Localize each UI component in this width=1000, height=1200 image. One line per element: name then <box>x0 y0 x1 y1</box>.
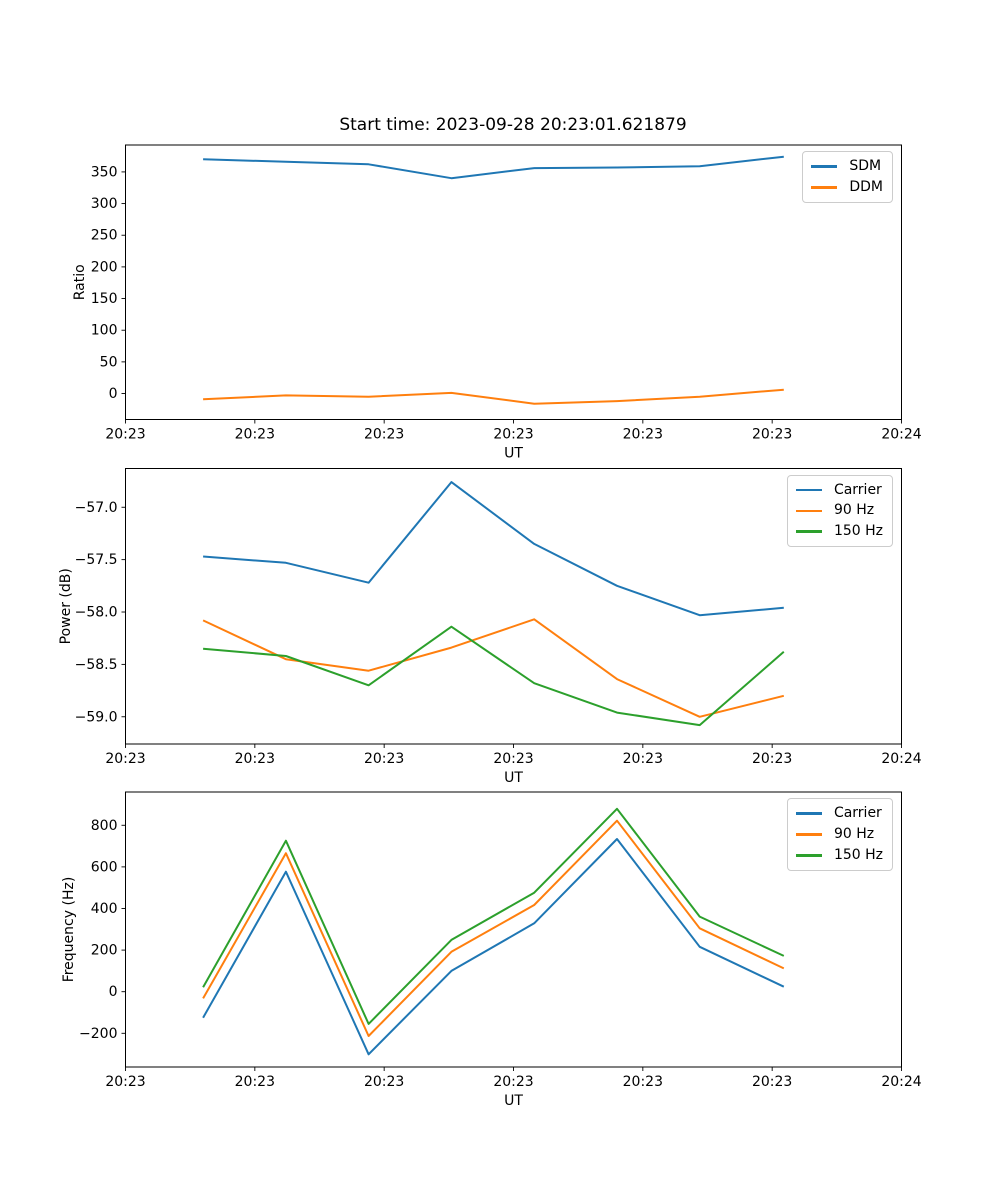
legend-label: Carrier <box>833 481 882 498</box>
legend-label: Carrier <box>833 805 882 821</box>
x-tick-label: 20:23 <box>235 427 275 443</box>
legend-line-sample <box>795 530 822 534</box>
y-tick-label: 400 <box>91 901 118 917</box>
legend-item-90-hz: 90 Hz <box>795 501 883 520</box>
figure-title: Start time: 2023-09-28 20:23:01.621879 <box>339 115 687 135</box>
x-tick-label: 20:23 <box>105 1074 145 1090</box>
y-tick-label: 600 <box>91 859 118 875</box>
x-tick-label: 20:23 <box>623 751 663 767</box>
axes-spines <box>125 791 902 1068</box>
legend-line-sample <box>795 853 822 857</box>
y-tick-label: −57.5 <box>75 552 118 568</box>
x-tick-label: 20:23 <box>623 427 663 443</box>
y-axis-label: Ratio <box>72 264 88 300</box>
legend-label: SDM <box>849 158 882 174</box>
x-tick-label: 20:23 <box>623 1074 663 1090</box>
y-tick-label: −58.5 <box>75 657 118 673</box>
axes-frequency-plot: 20:23 20:23 20:23 20:23 20:23 20:23 20:24 −200 0… <box>61 791 922 1109</box>
y-tick-label: 350 <box>91 164 118 180</box>
x-tick-label: 20:23 <box>752 1074 792 1090</box>
legend-frequency-plot: Carrier 90 Hz 150 Hz <box>786 798 893 871</box>
y-tick-label: 800 <box>91 818 118 834</box>
legend-line-sample <box>811 186 838 189</box>
series-line-90-hz <box>202 618 785 718</box>
x-tick-label: 20:23 <box>235 751 275 767</box>
series-line-150-hz <box>203 625 785 727</box>
axes-spines <box>125 144 902 420</box>
series-line-90-hz <box>202 819 785 1037</box>
x-tick-label: 20:23 <box>364 751 404 767</box>
y-tick-label: −57.0 <box>75 500 118 516</box>
x-tick-label: 20:23 <box>493 1074 533 1090</box>
y-tick-label: 150 <box>91 291 118 307</box>
x-tick-label: 20:23 <box>364 427 404 443</box>
legend-line-sample <box>811 165 838 168</box>
y-tick-label: −59.0 <box>75 709 118 725</box>
y-tick-label: 0 <box>109 386 118 402</box>
series-line-carrier <box>203 481 784 617</box>
y-tick-label: −200 <box>79 1026 117 1042</box>
series-line-carrier <box>202 838 785 1056</box>
x-axis-label: UT <box>504 770 523 786</box>
x-tick-label: 20:23 <box>752 427 792 443</box>
legend-ratio-plot: SDM DDM <box>802 151 893 203</box>
legend-item-150-hz: 150 Hz <box>795 522 883 541</box>
x-tick-label: 20:23 <box>235 1074 275 1090</box>
y-axis-label: Frequency (Hz) <box>61 877 77 983</box>
x-tick-label: 20:23 <box>493 751 533 767</box>
series-line-sdm <box>203 155 784 180</box>
y-tick-label: 100 <box>91 323 118 339</box>
legend-line-sample <box>795 833 822 836</box>
legend-label: 150 Hz <box>833 523 883 540</box>
x-axis-label: UT <box>504 1093 523 1109</box>
series-line-150-hz <box>202 807 785 1025</box>
legend-line-sample <box>795 812 822 815</box>
x-tick-label: 20:23 <box>105 427 145 443</box>
legend-label: 90 Hz <box>833 825 875 842</box>
legend-label: 150 Hz <box>833 846 883 863</box>
legend-label: 90 Hz <box>833 502 875 519</box>
x-tick-label: 20:24 <box>881 1074 921 1090</box>
y-tick-label: 300 <box>91 196 118 212</box>
legend-line-sample <box>795 509 822 513</box>
legend-item-ddm: DDM <box>811 178 883 197</box>
legend-item-carrier: Carrier <box>795 481 883 500</box>
legend-power-plot: Carrier 90 Hz 150 Hz <box>786 474 893 548</box>
x-axis-label: UT <box>504 446 523 462</box>
legend-item-90-hz: 90 Hz <box>795 825 883 844</box>
x-tick-label: 20:23 <box>493 427 533 443</box>
axes-ratio-plot: 20:23 20:23 20:23 20:23 20:23 20:23 20:24 0 50 10… <box>72 144 922 462</box>
axes-spines <box>125 468 902 745</box>
y-tick-label: 250 <box>91 228 118 244</box>
legend-item-150-hz: 150 Hz <box>795 846 883 865</box>
x-tick-label: 20:23 <box>752 751 792 767</box>
y-tick-label: 200 <box>91 943 118 959</box>
legend-item-carrier: Carrier <box>795 804 883 823</box>
legend-line-sample <box>795 488 822 492</box>
x-tick-label: 20:23 <box>105 751 145 767</box>
y-tick-label: 200 <box>91 259 118 275</box>
axes-power-plot: 20:23 20:23 20:23 20:23 20:23 20:23 20:24 −59.0… <box>58 468 922 786</box>
y-axis-label: Power (dB) <box>58 568 74 644</box>
y-tick-label: 50 <box>100 354 118 370</box>
x-tick-label: 20:24 <box>881 751 921 767</box>
x-tick-label: 20:23 <box>364 1074 404 1090</box>
y-tick-label: −58.0 <box>75 605 118 621</box>
y-tick-label: 0 <box>109 984 118 1000</box>
x-tick-label: 20:24 <box>881 427 921 443</box>
legend-item-sdm: SDM <box>811 157 883 176</box>
series-line-ddm <box>203 388 784 405</box>
legend-label: DDM <box>849 178 883 195</box>
